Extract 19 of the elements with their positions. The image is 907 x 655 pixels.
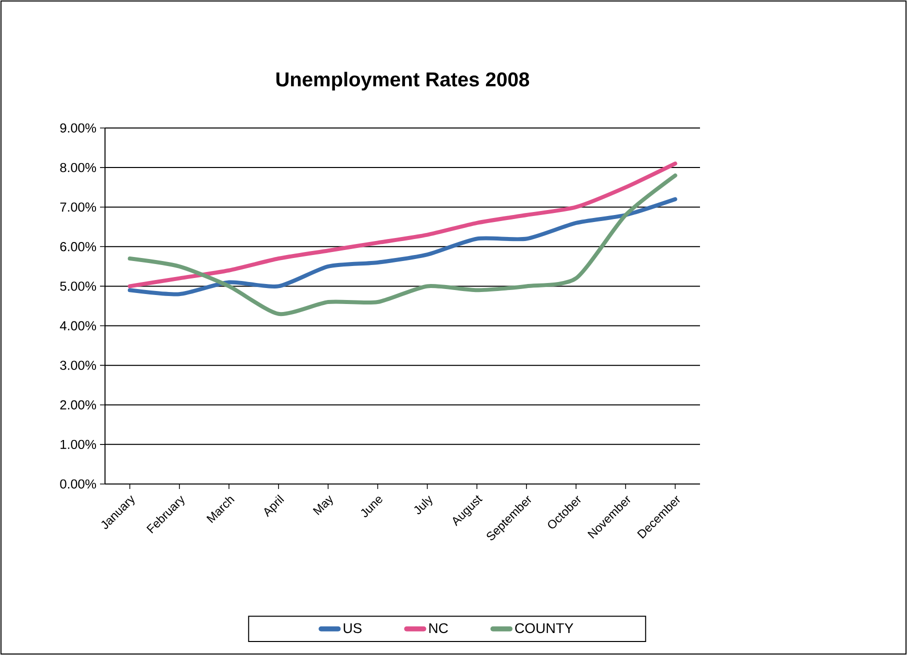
legend-label: NC (429, 623, 448, 634)
y-tick-label: 9.00% (60, 123, 96, 133)
x-tick-label: May (312, 495, 333, 516)
legend-label: COUNTY (515, 623, 574, 634)
line-series (128, 162, 678, 288)
y-tick-label: 5.00% (60, 282, 96, 291)
line-series (128, 173, 678, 316)
y-tick-label: 6.00% (60, 242, 96, 252)
y-tick-label: 8.00% (60, 162, 96, 172)
y-tick-label: 0.00% (60, 479, 96, 489)
legend-label: US (344, 623, 362, 634)
y-tick-label: 7.00% (60, 202, 96, 212)
y-tick-label: 2.00% (60, 400, 96, 410)
chart-title: Unemployment Rates 2008 (276, 72, 530, 90)
y-tick-label: 3.00% (60, 360, 96, 370)
y-tick-label: 4.00% (60, 321, 96, 330)
x-tick-label: July (414, 496, 432, 514)
y-tick-label: 1.00% (60, 440, 96, 450)
line-series (128, 197, 678, 296)
